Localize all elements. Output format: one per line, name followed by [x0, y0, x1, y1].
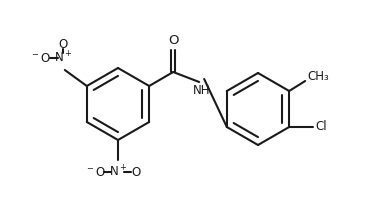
Text: Cl: Cl	[315, 120, 327, 134]
Text: $^-$O: $^-$O	[30, 52, 51, 64]
Text: $^-$O: $^-$O	[85, 166, 107, 179]
Text: O: O	[131, 166, 141, 179]
Text: N$^+$: N$^+$	[109, 164, 127, 180]
Text: O: O	[168, 35, 178, 47]
Text: CH₃: CH₃	[307, 71, 329, 84]
Text: NH: NH	[192, 85, 210, 98]
Text: O: O	[58, 38, 67, 50]
Text: N$^+$: N$^+$	[54, 50, 72, 66]
